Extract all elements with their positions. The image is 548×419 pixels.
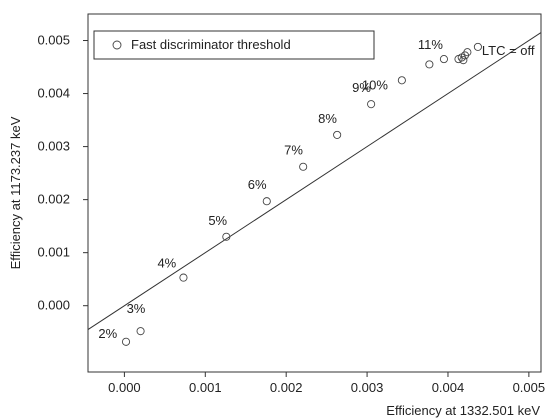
data-points [121, 42, 482, 346]
legend-marker-circle-icon [112, 40, 122, 50]
data-point [439, 55, 448, 64]
x-tick-label: 0.002 [270, 380, 303, 395]
legend-label: Fast discriminator threshold [131, 37, 291, 52]
x-axis-title: Efficiency at 1332.501 keV [386, 403, 540, 418]
legend: Fast discriminator threshold [93, 30, 375, 60]
data-point [136, 327, 145, 336]
y-tick-label: 0.003 [37, 139, 70, 154]
x-tick-label: 0.004 [432, 380, 465, 395]
y-tick-label: 0.002 [37, 192, 70, 207]
data-point [121, 337, 131, 346]
data-point [397, 76, 406, 85]
point-annotation: 10% [362, 77, 388, 92]
x-tick-label: 0.005 [513, 380, 546, 395]
y-tick-label: 0.004 [37, 86, 70, 101]
x-tick-label: 0.000 [108, 380, 141, 395]
x-axis-ticks: 0.000 0.001 0.002 0.003 0.004 0.005 [108, 372, 545, 395]
data-point [367, 100, 376, 109]
data-point [333, 130, 342, 139]
point-annotation: 2% [98, 326, 117, 341]
data-point [459, 56, 468, 65]
point-annotation: 9% [352, 80, 371, 95]
point-annotation: 8% [318, 111, 337, 126]
point-annotation: 11% [418, 37, 443, 52]
y-axis-ticks: 0.000 0.001 0.002 0.003 0.004 0.005 [37, 33, 88, 313]
point-annotation: 4% [157, 256, 176, 271]
data-point [425, 60, 434, 69]
point-annotation: LTC = off [482, 43, 535, 58]
data-point [473, 42, 482, 51]
legend-box [93, 30, 375, 60]
point-annotation: 3% [127, 301, 146, 316]
point-annotation: 6% [248, 177, 267, 192]
reference-line-y-equals-x [87, 32, 542, 330]
data-point [262, 197, 271, 206]
point-annotation: 5% [208, 213, 227, 228]
data-point [463, 48, 472, 57]
y-tick-label: 0.005 [37, 33, 70, 48]
y-axis-title: Efficiency at 1173.237 keV [8, 116, 23, 269]
point-annotations: 2% 3% 4% 5% 6% 7% 8% 9%10% 11% LTC = off [98, 37, 535, 341]
data-point [179, 273, 188, 282]
data-point [222, 232, 231, 241]
x-tick-label: 0.001 [189, 380, 222, 395]
plot-frame [87, 13, 542, 373]
y-tick-label: 0.000 [37, 298, 70, 313]
data-point [299, 162, 308, 171]
x-tick-label: 0.003 [351, 380, 384, 395]
y-tick-label: 0.001 [37, 245, 70, 260]
point-annotation: 7% [284, 143, 303, 158]
